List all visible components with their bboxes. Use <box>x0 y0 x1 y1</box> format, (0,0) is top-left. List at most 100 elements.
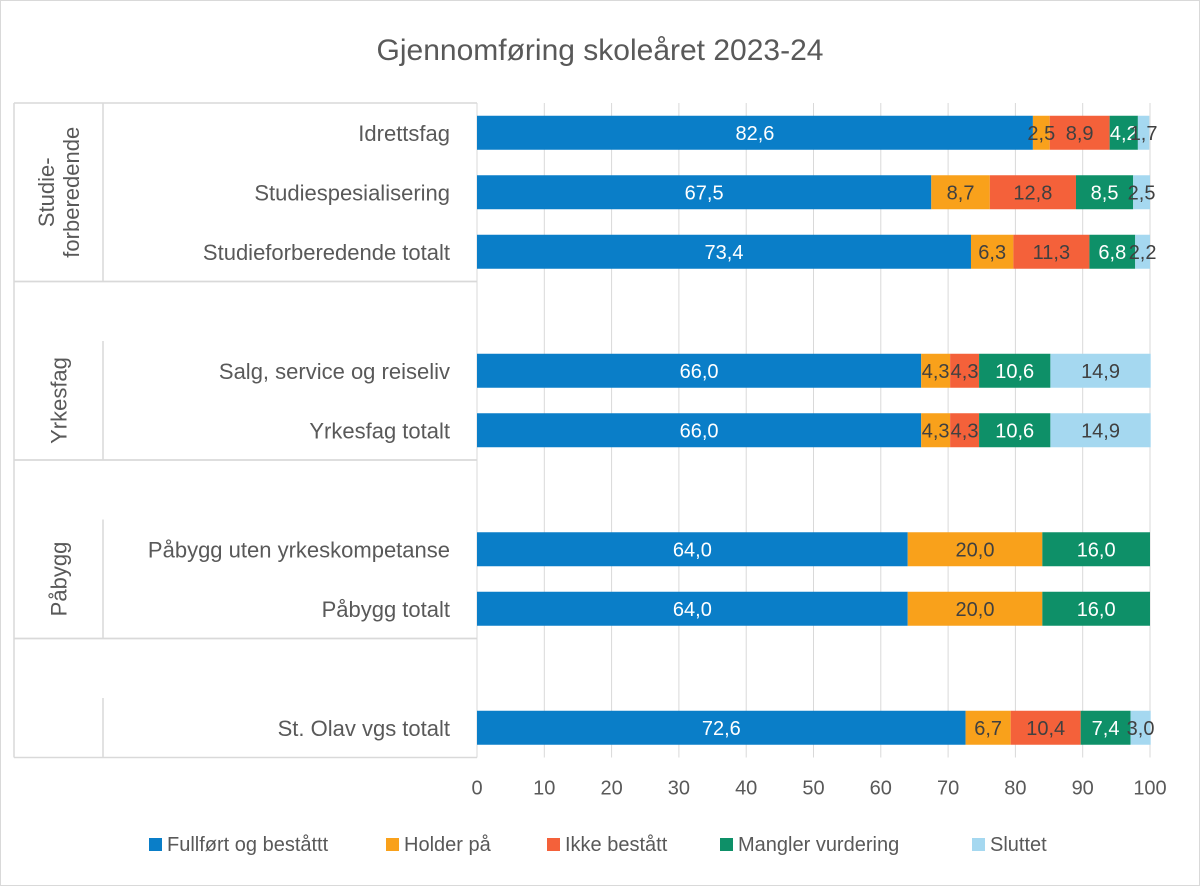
legend-swatch <box>547 838 560 851</box>
legend-swatch <box>386 838 399 851</box>
data-label: 6,8 <box>1098 242 1126 264</box>
data-label: 3,0 <box>1127 718 1155 740</box>
category-label: Studiespesialisering <box>254 180 450 205</box>
bar-segment <box>979 353 1051 388</box>
bar-segment <box>1080 710 1131 745</box>
bar-segment <box>907 532 1043 567</box>
group-label: Studie-forberedende <box>34 127 84 258</box>
x-tick-label: 50 <box>802 778 824 800</box>
bar-segment <box>1075 175 1134 210</box>
x-tick-label: 10 <box>533 778 555 800</box>
x-tick-label: 90 <box>1072 778 1094 800</box>
bar-segment <box>477 115 1033 150</box>
bar-segment <box>931 175 990 210</box>
bar-segment <box>965 710 1011 745</box>
bar-segment <box>921 413 951 448</box>
bar-segment <box>477 591 908 626</box>
x-tick-label: 30 <box>668 778 690 800</box>
bars <box>477 115 1151 745</box>
data-labels: 82,6 2,5 8,9 4,21,7 67,5 8,7 12,8 8,5 2,5 73,4 6,3… <box>673 123 1158 740</box>
bar-segment <box>989 175 1076 210</box>
data-label: 8,7 <box>947 182 975 204</box>
data-label: 4,3 <box>922 361 950 383</box>
bar-segment <box>1137 115 1150 150</box>
bar-segment <box>477 175 932 210</box>
data-label: 20,0 <box>956 539 995 561</box>
data-label: 11,3 <box>1033 242 1070 264</box>
group-label: Påbygg <box>47 542 72 617</box>
data-label: 14,9 <box>1081 361 1120 383</box>
group-labels: Studie-forberedende Yrkesfag Påbygg <box>34 127 84 617</box>
legend: Fullført og beståttt Holder på Ikke beståt… <box>149 834 1047 856</box>
data-label: 72,6 <box>702 718 741 740</box>
data-label: 7,4 <box>1092 718 1120 740</box>
category-label: Studieforberedende totalt <box>203 240 450 265</box>
chart-title: Gjennomføring skoleåret 2023-24 <box>377 34 824 67</box>
legend-label: Sluttet <box>990 834 1047 856</box>
data-label: 2,5 <box>1027 123 1055 145</box>
bar-segment <box>950 413 980 448</box>
legend-label: Holder på <box>404 834 492 856</box>
data-label: 16,0 <box>1077 599 1116 621</box>
legend-label: Fullført og beståttt <box>167 834 329 856</box>
x-tick-label: 60 <box>870 778 892 800</box>
data-label: 66,0 <box>680 420 719 442</box>
data-label: 16,0 <box>1077 539 1116 561</box>
bar-segment <box>1135 234 1150 269</box>
data-label: 4,2 <box>1110 123 1138 145</box>
bar-segment <box>477 413 922 448</box>
group-label: Yrkesfag <box>47 357 72 444</box>
category-label: Yrkesfag totalt <box>309 418 450 443</box>
bar-segment <box>1049 115 1110 150</box>
legend-label: Mangler vurdering <box>738 834 899 856</box>
bar-segment <box>1089 234 1136 269</box>
bar-segment <box>950 353 980 388</box>
data-label: 8,5 <box>1091 182 1119 204</box>
bar-segment <box>1032 115 1050 150</box>
bar-segment <box>477 710 966 745</box>
data-label: 6,3 <box>978 242 1006 264</box>
x-tick-label: 20 <box>600 778 622 800</box>
data-label: 14,9 <box>1081 420 1120 442</box>
category-label: Salg, service og reiseliv <box>219 359 450 384</box>
data-label: 1,7 <box>1130 123 1158 145</box>
category-labels: Idrettsfag Studiespesialisering Studieforb… <box>148 121 450 741</box>
bar-segment <box>1133 175 1150 210</box>
data-label: 6,7 <box>974 718 1002 740</box>
x-tick-label: 70 <box>937 778 959 800</box>
bar-segment <box>1109 115 1138 150</box>
x-tick-label: 40 <box>735 778 757 800</box>
data-label: 4,3 <box>951 420 979 442</box>
legend-swatch <box>149 838 162 851</box>
x-tick-label: 0 <box>471 778 482 800</box>
data-label: 64,0 <box>673 599 712 621</box>
category-label: St. Olav vgs totalt <box>278 716 450 741</box>
category-label: Idrettsfag <box>358 121 450 146</box>
x-axis-ticks: 0 10 20 30 40 50 60 70 80 90 100 <box>471 778 1166 800</box>
bar-segment <box>1010 710 1081 745</box>
group-label-line: forberedende <box>59 127 84 258</box>
bar-segment <box>477 353 922 388</box>
legend-swatch <box>720 838 733 851</box>
bar-segment <box>1130 710 1151 745</box>
data-label: 8,9 <box>1066 123 1094 145</box>
x-tick-label: 100 <box>1133 778 1166 800</box>
bar-segment <box>979 413 1051 448</box>
x-tick-label: 80 <box>1004 778 1026 800</box>
data-label: 20,0 <box>956 599 995 621</box>
data-label: 10,6 <box>995 361 1034 383</box>
data-label: 82,6 <box>735 123 774 145</box>
category-separators <box>13 102 477 759</box>
group-label-line: Studie- <box>34 157 59 227</box>
group-label-line: Påbygg <box>47 542 72 617</box>
data-label: 4,3 <box>951 361 979 383</box>
bar-segment <box>477 532 908 567</box>
data-label: 2,2 <box>1129 242 1157 264</box>
legend-label: Ikke bestått <box>565 834 668 856</box>
legend-swatch <box>972 838 985 851</box>
data-label: 4,3 <box>922 420 950 442</box>
data-label: 12,8 <box>1013 182 1052 204</box>
bar-segment <box>1050 353 1151 388</box>
data-label: 67,5 <box>685 182 724 204</box>
